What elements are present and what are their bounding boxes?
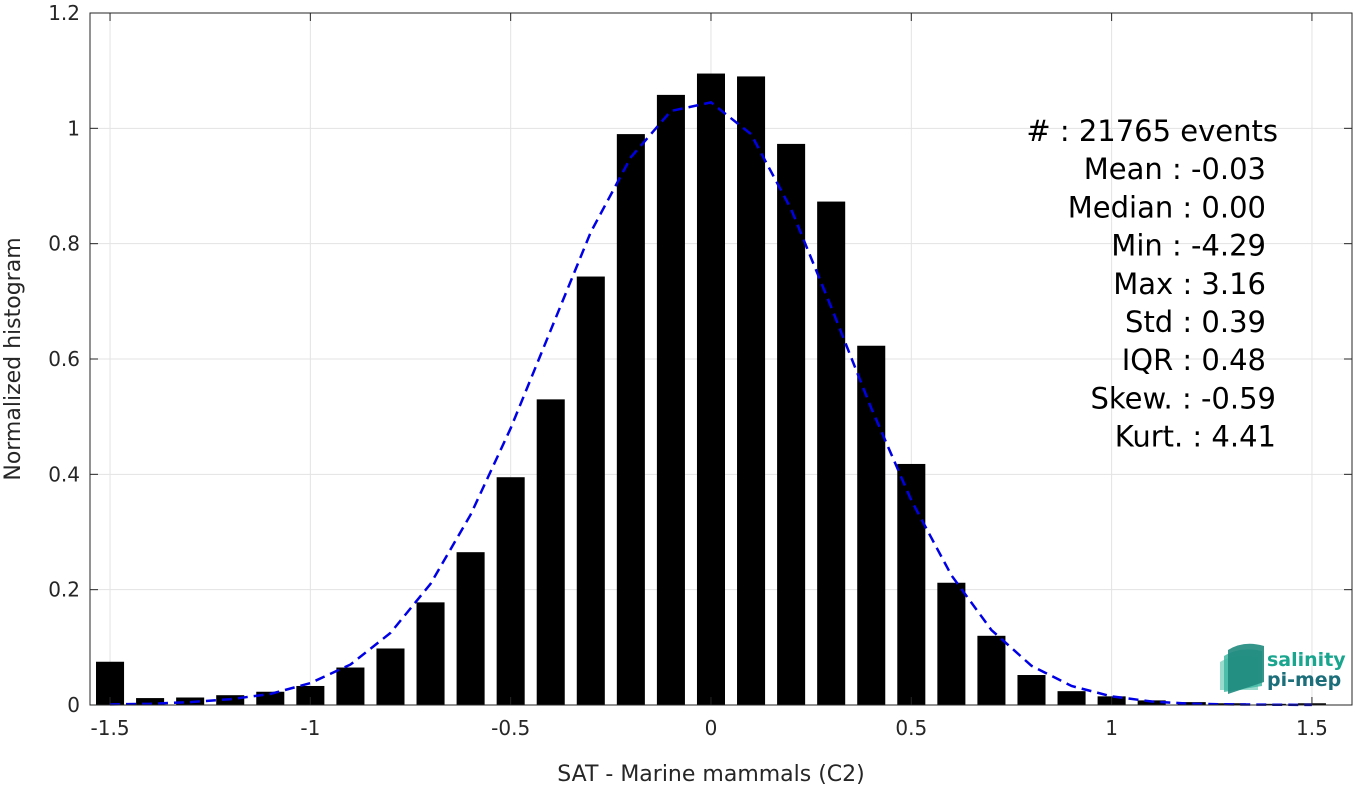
statistics-box: # : 21765 events Mean : -0.03 Median : 0.0…: [1026, 114, 1278, 454]
histogram-bar: [1057, 691, 1086, 705]
gaussian-fit-curve: [109, 101, 1312, 707]
histogram-bar: [1017, 675, 1046, 705]
histogram-bar: [496, 477, 525, 705]
histogram-bar: [536, 399, 565, 705]
histogram-bar: [777, 143, 806, 706]
histogram-bar: [977, 635, 1006, 705]
histogram-bar: [737, 76, 766, 705]
y-tick-label: 1: [67, 116, 80, 140]
x-tick-label: 1.5: [1296, 716, 1328, 740]
histogram-bar: [817, 201, 846, 705]
x-tick-label: -1: [300, 716, 320, 740]
stat-line: Mean : -0.03: [1084, 152, 1266, 186]
y-tick-label: 0.4: [48, 462, 80, 486]
histogram-bar: [416, 602, 445, 705]
histogram-bar: [136, 698, 165, 705]
histogram-bar: [696, 73, 726, 706]
histogram-bar: [456, 552, 485, 705]
histogram-bar: [336, 667, 365, 705]
y-axis-ticks: 0 0.2 0.4 0.6 0.8 1 1.2: [48, 1, 1352, 717]
x-tick-label: -1.5: [91, 716, 130, 740]
histogram-bar: [576, 276, 605, 705]
y-tick-label: 0: [67, 693, 80, 717]
y-tick-label: 1.2: [48, 1, 80, 25]
y-tick-label: 0.6: [48, 347, 80, 371]
histogram-bar: [1177, 702, 1206, 705]
stat-line: Median : 0.00: [1068, 190, 1266, 224]
wave-icon: [1220, 643, 1264, 694]
stat-line: Kurt. : 4.41: [1115, 420, 1276, 454]
y-tick-label: 0.8: [48, 232, 80, 256]
logo-text-salinity: salinity: [1267, 649, 1346, 671]
x-tick-label: 1: [1105, 716, 1118, 740]
stat-line: # : 21765 events: [1026, 114, 1278, 148]
logo-text-pi-mep: pi-mep: [1267, 669, 1341, 691]
x-axis-ticks: -1.5 -1 -0.5 0 0.5 1 1.5: [91, 13, 1328, 740]
stat-line: Skew. : -0.59: [1090, 381, 1276, 415]
x-tick-label: 0.5: [895, 716, 927, 740]
stat-line: Max : 3.16: [1113, 267, 1266, 301]
histogram-bar: [616, 134, 645, 706]
histogram-bar: [296, 685, 325, 705]
x-tick-label: -0.5: [491, 716, 530, 740]
histogram-bar: [376, 648, 405, 705]
histogram-bar: [857, 345, 886, 705]
histogram-bar: [1257, 703, 1286, 705]
stat-line: Min : -4.29: [1111, 229, 1266, 263]
histogram-bar: [897, 463, 926, 705]
x-tick-label: 0: [705, 716, 718, 740]
histogram-bar: [656, 94, 685, 706]
stat-line: IQR : 0.48: [1122, 343, 1266, 377]
salinity-pi-mep-logo: salinity pi-mep: [1220, 643, 1346, 694]
y-axis-label: Normalized histogram: [1, 237, 26, 480]
histogram-bar: [937, 582, 966, 705]
stat-line: Std : 0.39: [1125, 305, 1266, 339]
histogram-bars: [96, 73, 1326, 706]
x-axis-label: SAT - Marine mammals (C2): [557, 762, 865, 785]
y-tick-label: 0.2: [48, 578, 80, 602]
